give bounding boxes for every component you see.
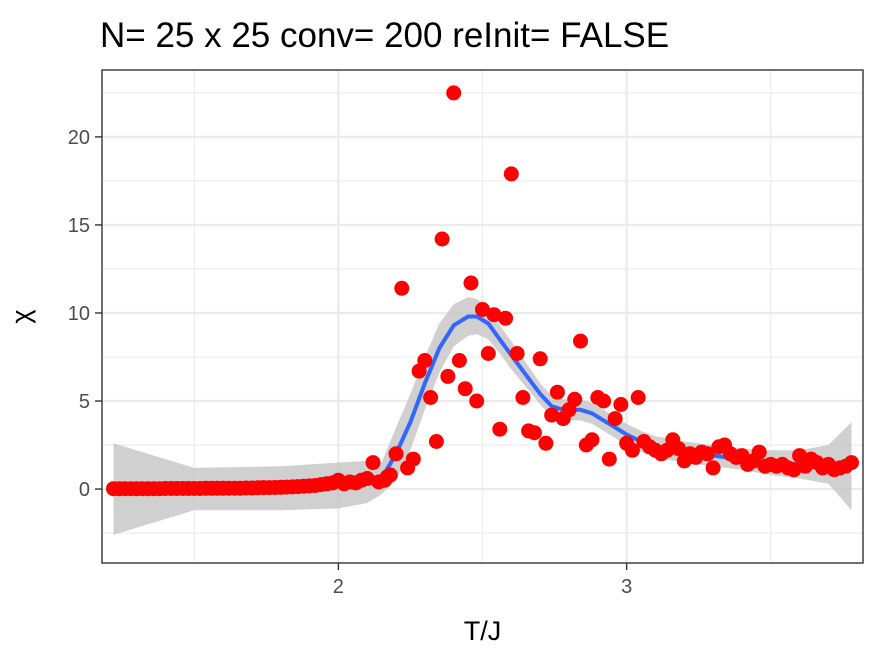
data-point <box>515 390 531 405</box>
data-point <box>607 411 623 427</box>
data-point <box>480 346 496 361</box>
data-point <box>365 455 381 471</box>
data-point <box>423 390 439 405</box>
data-point <box>601 451 617 467</box>
data-point <box>451 353 467 368</box>
data-point <box>532 351 548 367</box>
data-point <box>509 346 525 361</box>
data-point <box>549 384 565 400</box>
data-point <box>440 368 456 384</box>
data-point <box>469 393 485 409</box>
y-tick-label: 10 <box>68 303 90 325</box>
data-point <box>428 434 444 449</box>
data-point <box>526 425 542 441</box>
plot-panel <box>101 69 864 564</box>
data-point <box>503 166 519 182</box>
y-tick-label: 0 <box>79 479 90 501</box>
data-point <box>417 353 433 368</box>
data-point <box>705 460 721 476</box>
data-point <box>538 435 554 451</box>
y-tick-label: 5 <box>79 391 90 413</box>
data-point <box>405 451 421 467</box>
y-axis-title: χ <box>6 309 36 323</box>
data-point <box>699 446 715 462</box>
data-point <box>463 275 479 291</box>
data-point <box>624 442 640 458</box>
data-points <box>106 85 859 497</box>
y-tick-label: 20 <box>68 127 90 149</box>
data-point <box>844 455 859 471</box>
data-point <box>475 302 490 317</box>
data-point <box>446 85 462 101</box>
data-point <box>394 280 410 296</box>
data-point <box>492 421 508 437</box>
data-point <box>486 307 502 323</box>
y-tick-label: 15 <box>68 215 90 237</box>
data-point <box>596 393 612 409</box>
data-point <box>630 390 646 405</box>
data-point <box>671 441 686 457</box>
y-axis: 0 5 10 15 20 <box>68 127 102 501</box>
data-point <box>388 446 404 462</box>
data-point <box>434 231 450 247</box>
data-point <box>544 407 560 423</box>
confidence-band <box>113 297 852 535</box>
data-point <box>573 333 588 349</box>
data-point <box>786 462 802 478</box>
x-tick-label: 2 <box>333 576 344 598</box>
x-tick-label: 3 <box>621 576 632 598</box>
chart-title: N= 25 x 25 conv= 200 reInit= FALSE <box>100 16 669 55</box>
panel-border <box>101 69 864 564</box>
x-axis-title: T/J <box>464 616 502 646</box>
data-point <box>584 432 600 448</box>
data-point <box>457 381 473 397</box>
data-point <box>498 310 514 326</box>
data-point <box>567 391 583 407</box>
data-point <box>751 444 767 460</box>
data-point <box>382 467 398 483</box>
data-point <box>359 471 375 486</box>
data-point <box>613 397 629 412</box>
